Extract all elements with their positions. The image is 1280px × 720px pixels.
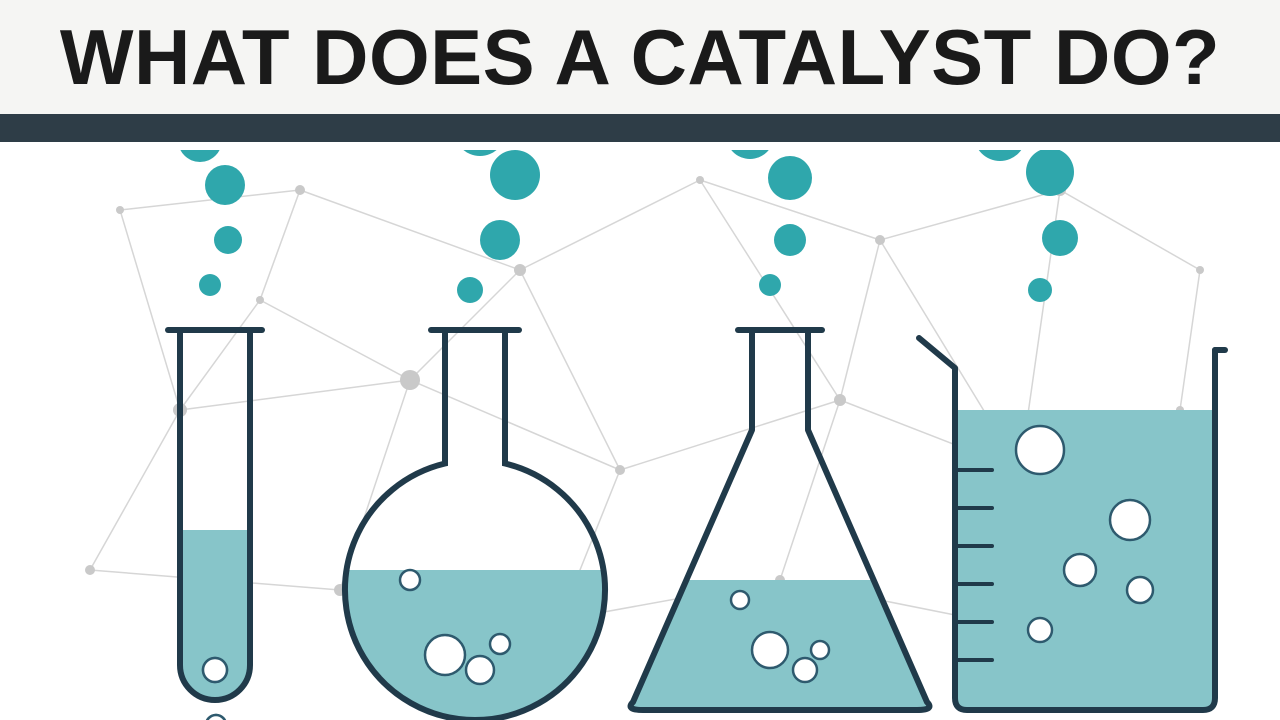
glassware-scene [0, 150, 1280, 720]
divider-bar [0, 114, 1280, 142]
title-band: WHAT DOES A CATALYST DO? [0, 0, 1280, 114]
page-title: WHAT DOES A CATALYST DO? [0, 18, 1280, 96]
